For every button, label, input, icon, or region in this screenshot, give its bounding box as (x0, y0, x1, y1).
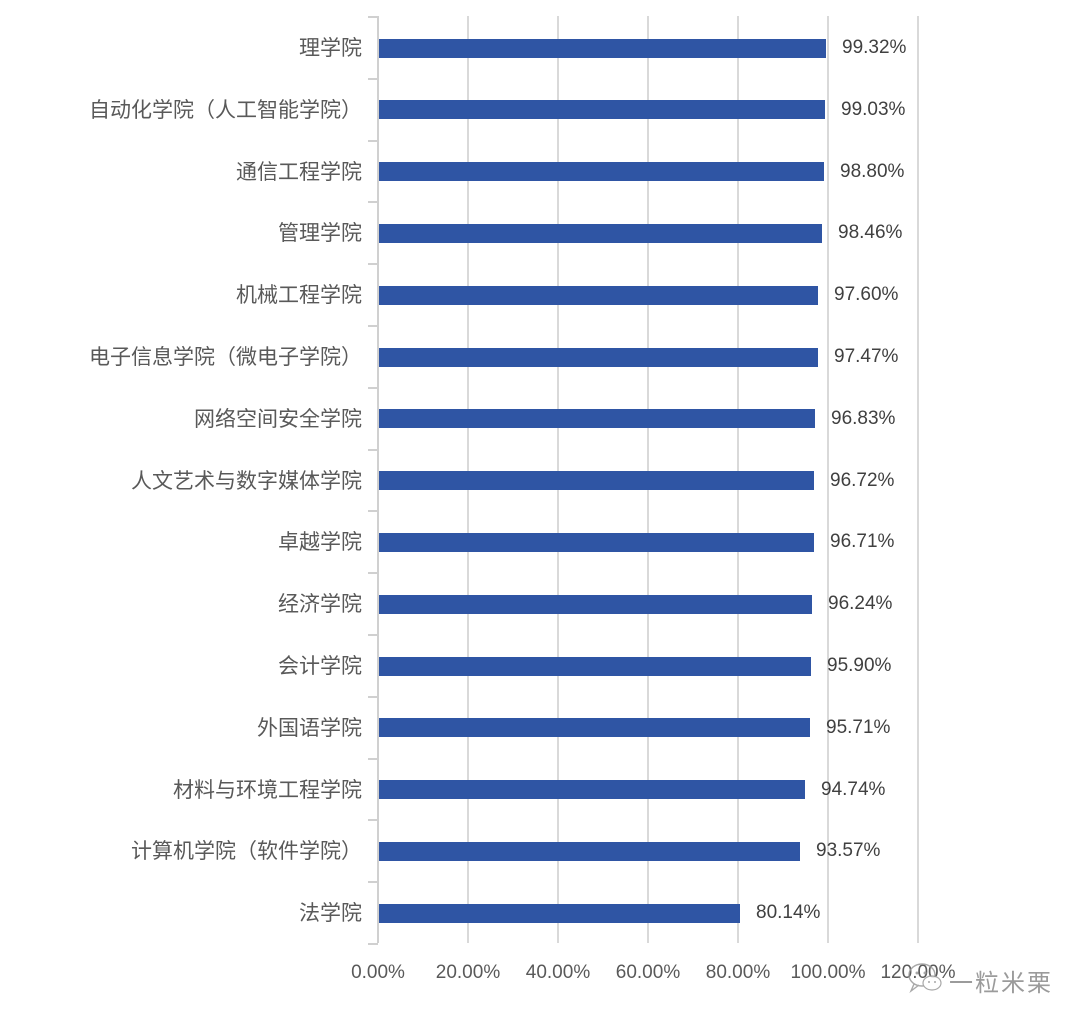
y-axis-tick (368, 387, 378, 389)
y-axis-tick (368, 325, 378, 327)
bar (379, 718, 810, 737)
value-label: 97.47% (834, 346, 899, 367)
category-label: 外国语学院 (257, 716, 362, 740)
bar (379, 780, 805, 799)
category-label: 法学院 (299, 901, 362, 925)
x-tick-label: 100.00% (790, 962, 866, 983)
x-tick-label: 40.00% (525, 962, 591, 983)
wechat-bubble-icon (905, 958, 945, 1002)
value-label: 95.90% (827, 655, 892, 676)
bar (379, 409, 815, 428)
bar (379, 100, 825, 119)
category-label: 自动化学院（人工智能学院） (89, 98, 362, 122)
value-label: 95.71% (826, 717, 891, 738)
y-axis-tick (368, 696, 378, 698)
y-axis-tick (368, 510, 378, 512)
y-axis-tick (368, 263, 378, 265)
value-label: 96.72% (830, 470, 895, 491)
bar (379, 224, 822, 243)
x-tick-label: 60.00% (615, 962, 681, 983)
category-label: 人文艺术与数字媒体学院 (131, 469, 362, 493)
category-label: 计算机学院（软件学院） (131, 839, 362, 863)
bar (379, 842, 800, 861)
y-axis-line (377, 16, 379, 943)
y-axis-tick (368, 449, 378, 451)
bar (379, 657, 811, 676)
y-axis-tick (368, 758, 378, 760)
value-label: 99.03% (841, 99, 906, 120)
y-axis-tick (368, 572, 378, 574)
category-label: 电子信息学院（微电子学院） (89, 345, 362, 369)
bar (379, 162, 824, 181)
bar (379, 286, 818, 305)
y-axis-tick (368, 16, 378, 18)
category-label: 经济学院 (278, 592, 362, 616)
x-tick-label: 80.00% (705, 962, 771, 983)
category-label: 材料与环境工程学院 (173, 778, 362, 802)
category-label: 理学院 (299, 36, 362, 60)
y-axis-tick (368, 881, 378, 883)
bar (379, 904, 740, 923)
category-label: 管理学院 (278, 221, 362, 245)
y-axis-tick (368, 819, 378, 821)
y-axis-tick (368, 943, 378, 945)
value-label: 96.83% (831, 408, 896, 429)
value-label: 99.32% (842, 37, 907, 58)
category-label: 网络空间安全学院 (194, 407, 362, 431)
bar (379, 533, 814, 552)
value-label: 96.71% (830, 531, 895, 552)
value-label: 96.24% (828, 593, 893, 614)
category-label: 会计学院 (278, 654, 362, 678)
x-tick-label: 20.00% (435, 962, 501, 983)
bar (379, 595, 812, 614)
bar (379, 348, 818, 367)
value-label: 98.80% (840, 161, 905, 182)
category-label: 通信工程学院 (236, 160, 362, 184)
bar (379, 39, 826, 58)
value-label: 94.74% (821, 779, 886, 800)
y-axis-tick (368, 78, 378, 80)
bar (379, 471, 814, 490)
y-axis-tick (368, 201, 378, 203)
gridline (917, 16, 919, 943)
value-label: 98.46% (838, 222, 903, 243)
y-axis-tick (368, 140, 378, 142)
category-label: 卓越学院 (278, 530, 362, 554)
value-label: 97.60% (834, 284, 899, 305)
gridline (827, 16, 829, 943)
value-label: 93.57% (816, 840, 881, 861)
watermark: 一粒米栗 (905, 960, 1053, 1000)
y-axis-tick (368, 634, 378, 636)
category-label: 机械工程学院 (236, 283, 362, 307)
watermark-text: 一粒米栗 (949, 968, 1053, 997)
x-tick-label: 0.00% (351, 962, 405, 983)
value-label: 80.14% (756, 902, 821, 923)
